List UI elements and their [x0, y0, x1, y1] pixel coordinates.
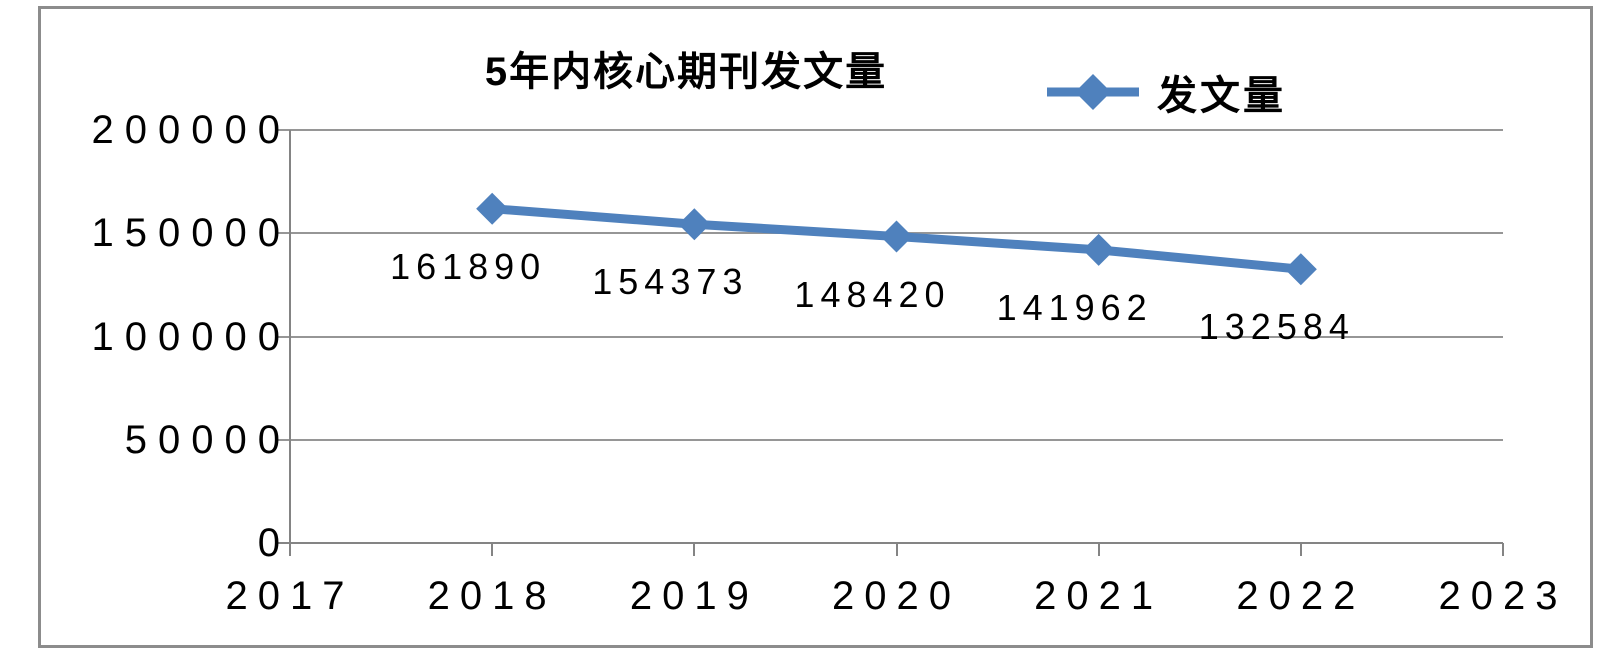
y-axis-line: [289, 130, 291, 556]
data-point-marker-2020: [880, 220, 913, 253]
chart-frame: 5年内核心期刊发文量 发文量 0 50000 100000 150000 200000 2…: [38, 6, 1593, 648]
data-point-marker-2021: [1082, 233, 1115, 266]
legend-label: 发文量: [1157, 74, 1286, 118]
x-tick-mark: [289, 543, 291, 556]
gridline: [276, 129, 1503, 131]
data-label-2022: 132584: [1198, 306, 1355, 348]
y-tick-label: 200000: [91, 108, 291, 152]
data-label-2020: 148420: [794, 273, 951, 315]
x-tick-mark: [693, 543, 696, 556]
x-tick-mark: [895, 543, 898, 556]
x-tick-label: 2019: [629, 574, 759, 618]
x-tick-label: 2020: [832, 574, 961, 618]
y-tick-label: 0: [257, 521, 291, 565]
chart-title: 5年内核心期刊发文量: [484, 50, 888, 94]
x-tick-label: 2022: [1236, 574, 1366, 618]
x-tick-mark: [1299, 543, 1302, 556]
data-label-2021: 141962: [996, 286, 1153, 328]
data-point-marker-2019: [678, 208, 711, 241]
legend-series-marker-icon: [1047, 74, 1139, 110]
x-tick-mark: [491, 543, 494, 556]
data-label-2018: 161890: [390, 245, 547, 287]
y-tick-label: 150000: [91, 211, 291, 256]
data-point-marker-2022: [1284, 253, 1317, 286]
y-tick-label: 100000: [91, 314, 291, 359]
gridline: [276, 438, 1503, 441]
x-tick-mark: [1097, 543, 1100, 556]
y-tick-label: 50000: [124, 417, 291, 462]
x-tick-label: 2023: [1438, 574, 1568, 618]
series-发文量: [476, 192, 1317, 286]
x-axis-line: [276, 542, 1503, 544]
x-tick-label: 2017: [225, 574, 355, 618]
x-tick-label: 2018: [427, 574, 557, 618]
data-point-marker-2018: [476, 192, 509, 225]
x-tick-mark: [1502, 543, 1504, 556]
data-label-2019: 154373: [592, 261, 749, 303]
legend: 发文量: [1043, 67, 1286, 118]
gridline: [276, 335, 1503, 338]
x-tick-label: 2021: [1034, 574, 1164, 618]
